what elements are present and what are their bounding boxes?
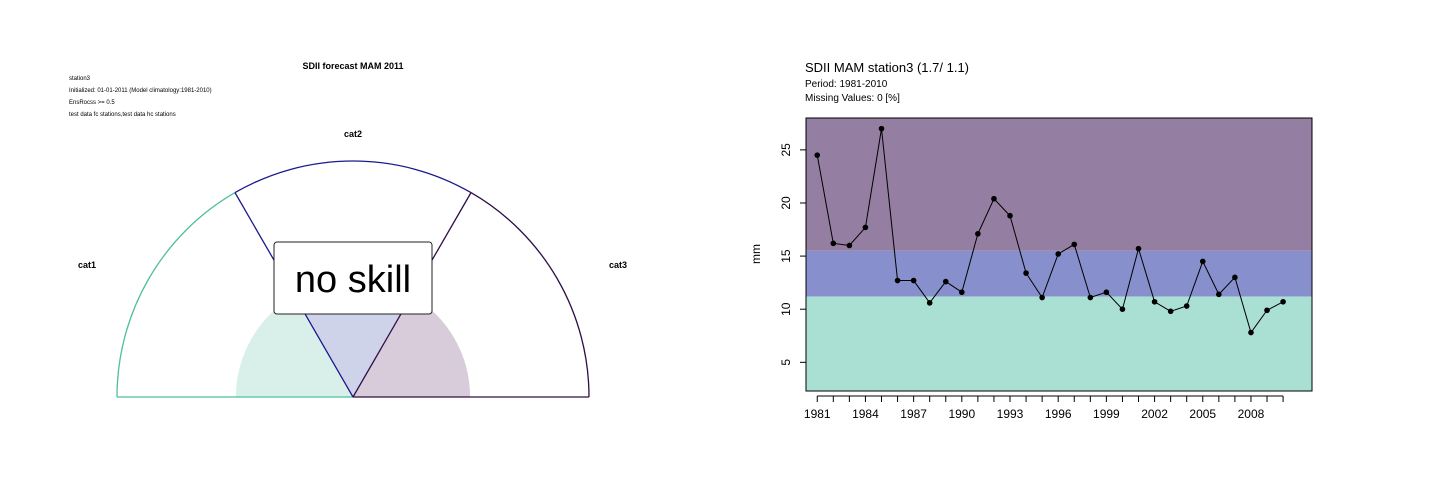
ts-x-tick-label: 1999: [1093, 407, 1120, 421]
ts-data-point: [910, 277, 917, 284]
ts-y-tick-label: 5: [779, 359, 793, 366]
ts-data-point: [1103, 289, 1110, 296]
ts-data-point: [894, 277, 901, 284]
no-skill-box: [273, 241, 433, 315]
ts-band-2: [806, 250, 1312, 297]
ts-data-point: [959, 289, 965, 296]
ts-bands: [806, 118, 1312, 391]
gauge-info-line-3: EnsRocss >= 0.5: [69, 100, 115, 106]
ts-x-tick-label: 1984: [852, 407, 879, 421]
ts-band-3: [806, 118, 1312, 251]
ts-subtitle-period: Period: 1981-2010: [805, 79, 888, 90]
ts-ylabel: mm: [749, 244, 763, 264]
gauge-arc-cat3: [470, 192, 590, 398]
gauge-chart: SDII forecast MAM 2011 station3 Initiali…: [69, 61, 627, 398]
ts-data-point: [1119, 306, 1126, 313]
ts-x-tick-label: 1993: [997, 407, 1024, 421]
gauge-fill-cat3: [353, 295, 471, 397]
ts-data-point: [991, 195, 997, 202]
gauge-title: SDII forecast MAM 2011: [302, 61, 403, 71]
ts-x-tick-label: 2008: [1238, 407, 1265, 421]
ts-subtitle-missing: Missing Values: 0 [%]: [805, 93, 900, 104]
timeseries-chart: SDII MAM station3 (1.7/ 1.1) Period: 198…: [749, 60, 1313, 421]
ts-x-tick-label: 1996: [1045, 407, 1072, 421]
ts-x-tick-label: 2005: [1189, 407, 1216, 421]
ts-data-point: [1280, 298, 1286, 305]
ts-data-point: [1135, 245, 1142, 252]
ts-data-point: [926, 300, 933, 306]
gauge-label-cat2: cat2: [344, 129, 362, 139]
ts-x-axis: 1981 1984 1987 1990 1993 1996 1999 2002 2005 2008: [804, 395, 1284, 421]
ts-x-tick-label: 2002: [1141, 407, 1168, 421]
ts-data-point: [1216, 291, 1222, 298]
ts-data-point: [1232, 274, 1238, 281]
ts-y-tick-label: 15: [779, 249, 793, 263]
gauge-fill-cat1: [235, 295, 353, 397]
gauge-info-line-2: Initialized: 01-01-2011 (Model climatolo…: [69, 88, 212, 94]
ts-data-point: [1071, 241, 1078, 248]
ts-data-point: [1183, 303, 1190, 309]
gauge-arc-cat1: [116, 192, 236, 398]
ts-x-tick-label: 1990: [948, 407, 975, 421]
ts-data-point: [1199, 258, 1206, 265]
ts-y-axis: 5 10 15 20 25: [779, 143, 807, 366]
ts-data-point: [878, 125, 885, 132]
gauge-label-cat3: cat3: [609, 260, 627, 270]
ts-x-tick-label: 1987: [900, 407, 927, 421]
ts-x-tick-label: 1981: [804, 407, 831, 421]
gauge-arc-cat2: [234, 160, 472, 194]
ts-data-point: [1039, 294, 1045, 301]
ts-band-1: [806, 296, 1312, 391]
ts-data-point: [846, 242, 853, 249]
ts-data-point: [942, 278, 949, 285]
no-skill-label: no skill: [295, 259, 411, 301]
ts-y-tick-label: 25: [779, 143, 793, 157]
ts-title: SDII MAM station3 (1.7/ 1.1): [805, 60, 969, 75]
ts-y-tick-label: 10: [779, 302, 793, 316]
ts-data-point: [1264, 307, 1270, 314]
gauge-info-line-4: test data fc stations,test data hc stati…: [69, 112, 176, 118]
ts-series: [814, 125, 1286, 336]
gauge-label-cat1: cat1: [78, 260, 96, 270]
ts-data-point: [1248, 329, 1254, 336]
ts-data-point: [814, 152, 821, 158]
ts-data-point: [1151, 298, 1158, 305]
gauge-info-line-1: station3: [69, 76, 91, 82]
ts-data-point: [1167, 308, 1174, 315]
ts-data-point: [1007, 212, 1013, 219]
ts-data-point: [830, 240, 837, 247]
ts-data-point: [862, 224, 869, 231]
ts-data-point: [975, 230, 981, 237]
ts-data-point: [1055, 251, 1061, 257]
ts-data-point: [1087, 294, 1094, 301]
ts-series-line: [816, 128, 1284, 334]
ts-y-tick-label: 20: [779, 196, 793, 210]
ts-data-point: [1023, 270, 1029, 276]
